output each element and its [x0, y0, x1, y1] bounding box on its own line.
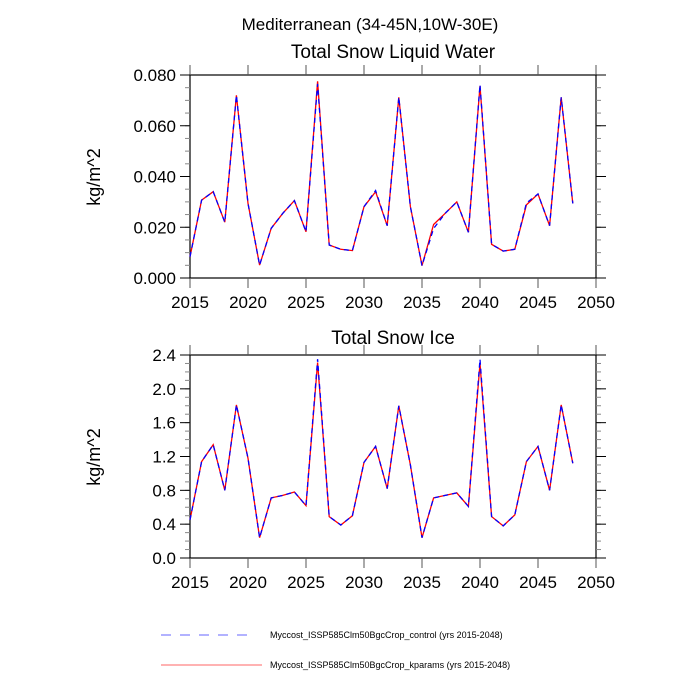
x-tick-label: 2040	[461, 293, 499, 312]
panel-title: Total Snow Ice	[331, 328, 455, 349]
figure-title: Mediterranean (34-45N,10W-30E)	[242, 15, 499, 34]
y-tick-label: 0.060	[133, 117, 176, 136]
panel-snow-liquid-water: Total Snow Liquid Water kg/m^2 2015 2020 2…	[84, 42, 615, 312]
y-axis-label: kg/m^2	[84, 148, 104, 205]
y-tick-label: 0.0	[152, 549, 176, 568]
x-tick-label: 2030	[345, 573, 383, 592]
x-tick-label: 2050	[577, 293, 615, 312]
y-axis-label: kg/m^2	[84, 428, 104, 485]
x-tick-label: 2045	[519, 573, 557, 592]
y-tick-label: 0.080	[133, 66, 176, 85]
series-line-control	[189, 359, 574, 538]
panel-snow-ice: Total Snow Ice kg/m^2 2015 2020 2025 2030 20…	[84, 328, 615, 592]
x-tick-label: 2020	[229, 293, 267, 312]
x-tick-label: 2025	[287, 573, 325, 592]
y-tick-label: 0.040	[133, 168, 176, 187]
legend-label-kparams: Myccost_ISSP585Clm50BgcCrop_kparams (yrs…	[270, 660, 510, 670]
legend: Myccost_ISSP585Clm50BgcCrop_control (yrs…	[161, 630, 510, 670]
series-line-control	[189, 83, 574, 266]
y-tick-label: 1.2	[152, 448, 176, 467]
x-tick-label: 2035	[403, 293, 441, 312]
y-tick-label: 0.020	[133, 218, 176, 237]
panel-title: Total Snow Liquid Water	[291, 42, 496, 63]
x-tick-label: 2015	[171, 293, 209, 312]
y-tick-label: 0.000	[133, 269, 176, 288]
y-tick-label: 0.8	[152, 481, 176, 500]
x-tick-label: 2030	[345, 293, 383, 312]
y-tick-label: 0.4	[152, 515, 176, 534]
series-line-kparams	[189, 81, 574, 266]
x-tick-label: 2025	[287, 293, 325, 312]
y-tick-label: 2.0	[152, 380, 176, 399]
x-tick-label: 2035	[403, 573, 441, 592]
x-tick-label: 2015	[171, 573, 209, 592]
legend-label-control: Myccost_ISSP585Clm50BgcCrop_control (yrs…	[270, 630, 503, 640]
x-tick-label: 2040	[461, 573, 499, 592]
y-tick-label: 2.4	[152, 346, 176, 365]
x-tick-label: 2045	[519, 293, 557, 312]
plot-frame	[189, 354, 597, 559]
x-tick-label: 2050	[577, 573, 615, 592]
y-tick-label: 1.6	[152, 414, 176, 433]
x-tick-label: 2020	[229, 573, 267, 592]
plot-frame	[189, 74, 597, 279]
